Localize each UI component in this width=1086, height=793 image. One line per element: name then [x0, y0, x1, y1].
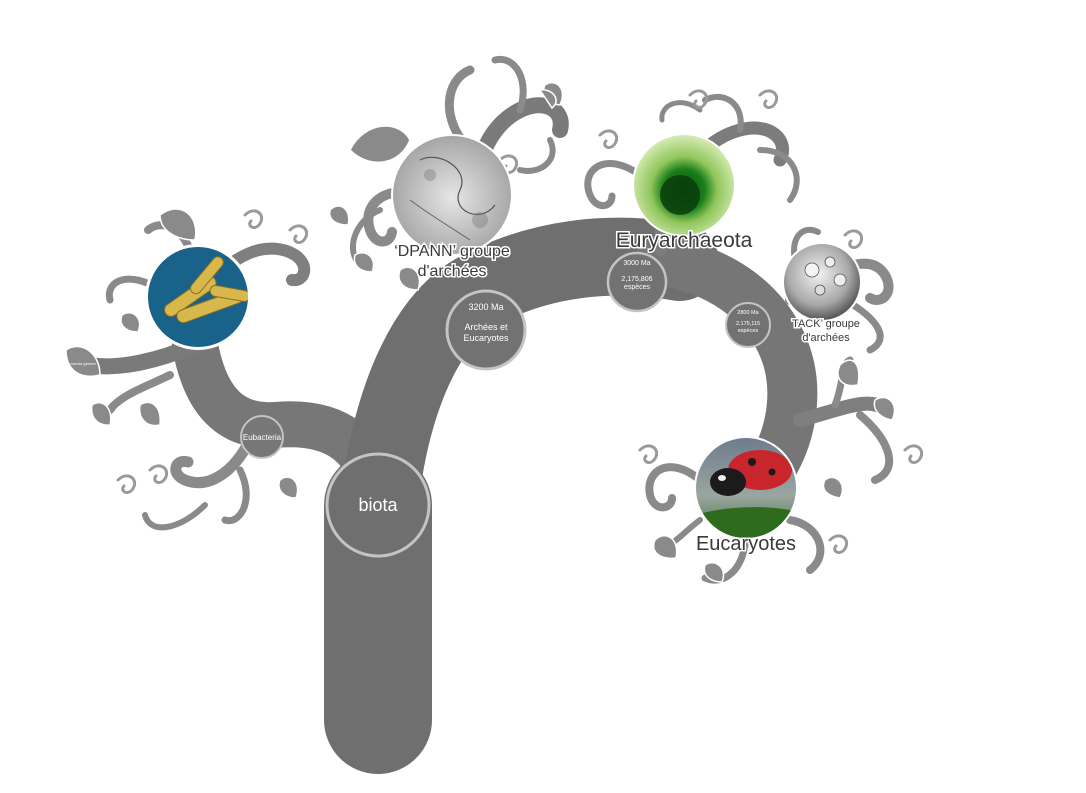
leaf: [703, 561, 725, 583]
tack-title-2: d'archées: [802, 332, 850, 344]
leaf: [353, 251, 375, 273]
leaf: [822, 476, 844, 499]
eukaryotes-title: Eucaryotes: [696, 533, 796, 555]
root-node[interactable]: biota: [325, 452, 431, 558]
leaf: [349, 125, 411, 164]
leaf: [278, 476, 299, 499]
leaf: [873, 396, 896, 421]
leaf: [138, 401, 161, 427]
archaea-eukaryote-node[interactable]: 3200 Ma Archées et Eucaryotes: [445, 289, 527, 371]
euryarchaeota-title: Euryarchaeota: [616, 229, 753, 252]
leaf: [90, 402, 112, 426]
leaf: [65, 345, 101, 377]
eury-species-unit: espèces: [624, 284, 651, 291]
leaf: [398, 266, 421, 291]
eury-species: 2,175,806: [621, 276, 652, 283]
dpann-image[interactable]: [390, 134, 515, 260]
tack-species: 2,175,115: [736, 321, 760, 327]
euryarchaeota-image[interactable]: [632, 133, 736, 237]
euryarchaeota-node[interactable]: 3000 Ma 2,175,806 espèces: [606, 251, 668, 313]
leaf: [328, 205, 350, 226]
leaf: [653, 535, 678, 560]
bacteria-leaf-text: mecha genres: [70, 361, 95, 366]
dpann-title-2: d'archées: [418, 263, 487, 280]
tack-age: 2800 Ma: [737, 310, 759, 316]
curl-ornaments: [116, 89, 924, 554]
eukaryotes-image[interactable]: [690, 435, 805, 545]
tack-image[interactable]: [780, 240, 865, 325]
eubacteria-label: Eubacteria: [243, 433, 282, 442]
leaf: [538, 89, 557, 110]
tack-title-1: TACK’ groupe: [792, 318, 860, 330]
leaves: [65, 82, 896, 583]
bacteria-image[interactable]: [140, 240, 260, 360]
leaf: [120, 311, 141, 333]
eubacteria-node[interactable]: Eubacteria: [240, 415, 284, 459]
archaea-euk-label-1: Archées et: [464, 322, 508, 332]
leaf: [159, 208, 197, 241]
archaea-euk-age: 3200 Ma: [468, 302, 503, 312]
leaf: [837, 359, 860, 387]
archaea-euk-label-2: Eucaryotes: [463, 333, 509, 343]
tack-species-unit: espèces: [738, 328, 759, 334]
dpann-title-1: ‘DPANN’ groupe: [394, 243, 510, 260]
tack-node[interactable]: 2800 Ma 2,175,115 espèces: [725, 302, 771, 348]
eury-age: 3000 Ma: [623, 260, 650, 267]
root-label: biota: [358, 495, 398, 515]
